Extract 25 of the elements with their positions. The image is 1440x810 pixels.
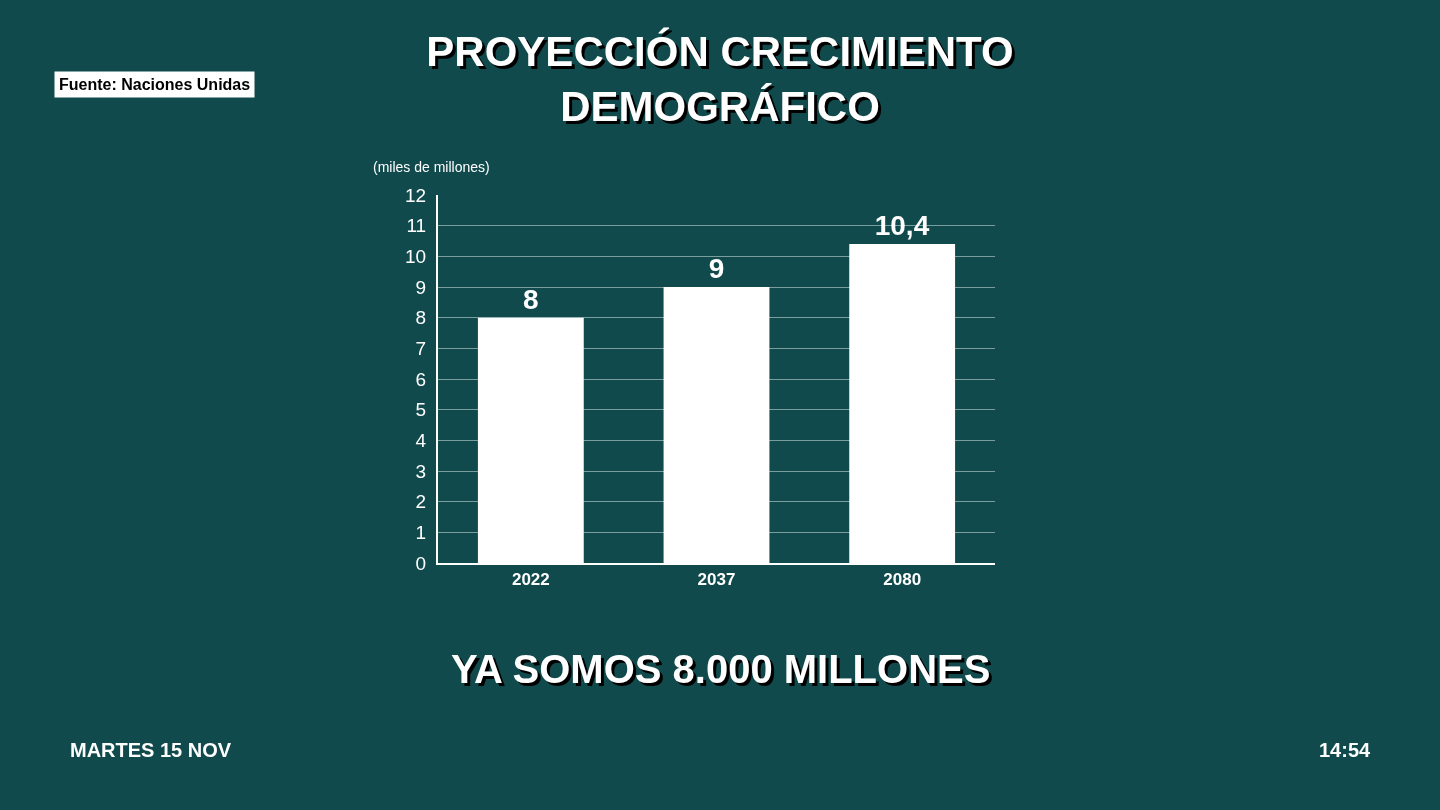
text: 14:54 [1319,739,1372,761]
y-tick-label: 4 [415,429,427,451]
data-label: 10,4 [874,210,930,242]
text: YA SOMOS 8.000 MILLONES [451,647,991,691]
y-tick-label: 8 [415,307,427,329]
x-tick-label: 2080 [883,570,922,590]
y-tick-label: 3 [415,460,427,482]
y-tick-label: 11 [406,215,427,237]
source-note: Fuente: Naciones Unidas [59,76,251,93]
y-tick-label: 5 [415,399,427,421]
x-tick-label: 2037 [697,570,736,590]
y-tick-label: 10 [405,245,427,267]
y-tick-label: 12 [405,184,427,206]
y-tick-label: 2 [415,491,427,513]
y-tick-label: 6 [415,368,427,390]
y-tick-label: 1 [415,521,427,543]
data-label: 9 [708,253,725,284]
y-tick-label: 9 [415,276,427,298]
text: MARTES 15 NOV [70,739,232,761]
chart-title: PROYECCIÓN CRECIMIENTO DEMOGRÁFICO [426,27,1014,130]
x-tick-label: 2022 [511,570,550,590]
data-label: 8 [523,283,539,315]
y-tick-label: 0 [415,552,427,574]
y-tick-label: 7 [415,337,427,359]
y-axis-title: (miles de millones) [373,159,490,175]
